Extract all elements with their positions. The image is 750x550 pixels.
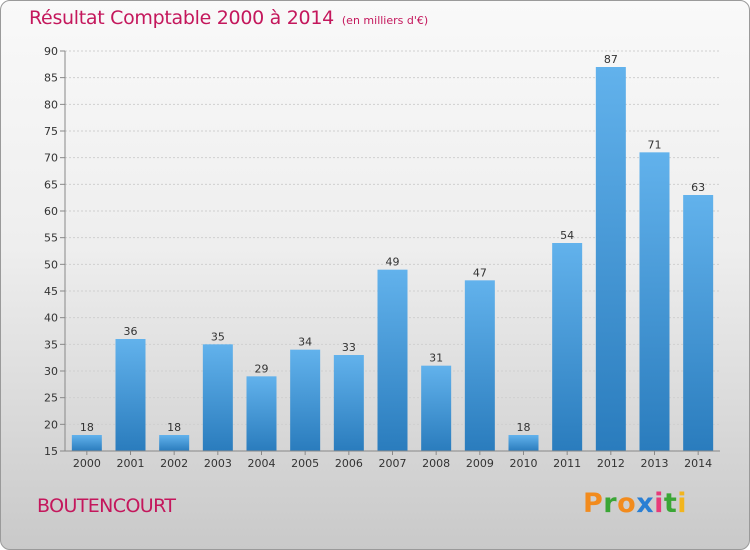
logo-letter: r — [603, 488, 618, 519]
proxiti-logo: Proxiti — [583, 488, 687, 519]
commune-name: BOUTENCOURT — [37, 495, 176, 517]
y-tick-label: 45 — [44, 285, 58, 298]
bar — [71, 435, 102, 451]
y-tick-label: 55 — [44, 232, 58, 245]
x-tick-label: 2012 — [597, 457, 625, 470]
x-tick-label: 2000 — [73, 457, 101, 470]
bar — [595, 67, 626, 451]
y-tick-label: 90 — [44, 45, 58, 58]
x-tick-label: 2010 — [510, 457, 538, 470]
bar — [552, 243, 583, 451]
bar — [202, 344, 233, 451]
y-tick-label: 25 — [44, 392, 58, 405]
x-tick-label: 2007 — [379, 457, 407, 470]
logo-letter: t — [663, 488, 678, 519]
logo-letter: o — [617, 488, 637, 519]
x-tick-label: 2003 — [204, 457, 232, 470]
bar — [246, 376, 277, 451]
bar — [421, 365, 452, 451]
y-axis: 15 20 25 30 35 40 45 50 55 60 65 70 75 80 85 90 — [44, 45, 66, 458]
y-tick-label: 65 — [44, 178, 58, 191]
x-tick-label: 2002 — [160, 457, 188, 470]
bar-value-label: 18 — [167, 421, 181, 434]
x-tick-label: 2004 — [248, 457, 276, 470]
y-tick-label: 20 — [44, 418, 58, 431]
bar-value-label: 18 — [80, 421, 94, 434]
bar-value-label: 35 — [211, 330, 225, 343]
y-tick-label: 60 — [44, 205, 58, 218]
logo-letter: i — [654, 488, 664, 519]
bar — [639, 152, 670, 452]
chart-subtitle: (en milliers d'€) — [341, 14, 429, 27]
bar — [333, 355, 364, 451]
bar — [508, 435, 539, 451]
bar-value-label: 71 — [648, 138, 662, 151]
y-tick-label: 40 — [44, 312, 58, 325]
bar-value-label: 54 — [560, 229, 574, 242]
x-tick-label: 2011 — [553, 457, 581, 470]
bar — [683, 195, 714, 451]
x-axis: 2000 2001 2002 2003 2004 2005 2006 2007 2008 2009… — [65, 450, 720, 470]
bar-value-label: 36 — [124, 325, 138, 338]
y-tick-label: 75 — [44, 125, 58, 138]
y-tick-label: 15 — [44, 445, 58, 458]
x-tick-label: 2001 — [117, 457, 145, 470]
chart-title-text: Résultat Comptable 2000 à 2014 — [29, 7, 334, 29]
x-tick-label: 2006 — [335, 457, 363, 470]
bar — [159, 435, 190, 451]
bar — [115, 339, 146, 451]
bar-value-label: 31 — [429, 352, 443, 365]
y-tick-label: 85 — [44, 72, 58, 85]
x-tick-label: 2014 — [684, 457, 712, 470]
bar-value-label: 49 — [386, 256, 400, 269]
bar-value-label: 29 — [255, 362, 269, 375]
logo-letter: x — [636, 488, 655, 519]
bar — [464, 280, 495, 451]
bar-value-label: 18 — [517, 421, 531, 434]
y-tick-label: 80 — [44, 98, 58, 111]
bar-value-label: 63 — [691, 181, 705, 194]
y-tick-label: 30 — [44, 365, 58, 378]
logo-letter: P — [583, 488, 604, 519]
bars: 18 36 18 35 29 34 33 49 31 47 18 54 87 71 63 — [71, 53, 714, 452]
y-tick-label: 35 — [44, 338, 58, 351]
logo-letter: i — [677, 488, 688, 519]
bar-value-label: 33 — [342, 341, 356, 354]
y-tick-label: 70 — [44, 152, 58, 165]
bar — [290, 349, 321, 451]
chart-title: Résultat Comptable 2000 à 2014 (en millie… — [29, 7, 428, 29]
bar-value-label: 87 — [604, 53, 618, 66]
x-tick-label: 2008 — [422, 457, 450, 470]
bar — [377, 269, 408, 451]
bar-value-label: 34 — [298, 336, 312, 349]
x-tick-label: 2005 — [291, 457, 319, 470]
x-tick-label: 2013 — [641, 457, 669, 470]
y-tick-label: 50 — [44, 258, 58, 271]
x-tick-label: 2009 — [466, 457, 494, 470]
bar-value-label: 47 — [473, 266, 487, 279]
